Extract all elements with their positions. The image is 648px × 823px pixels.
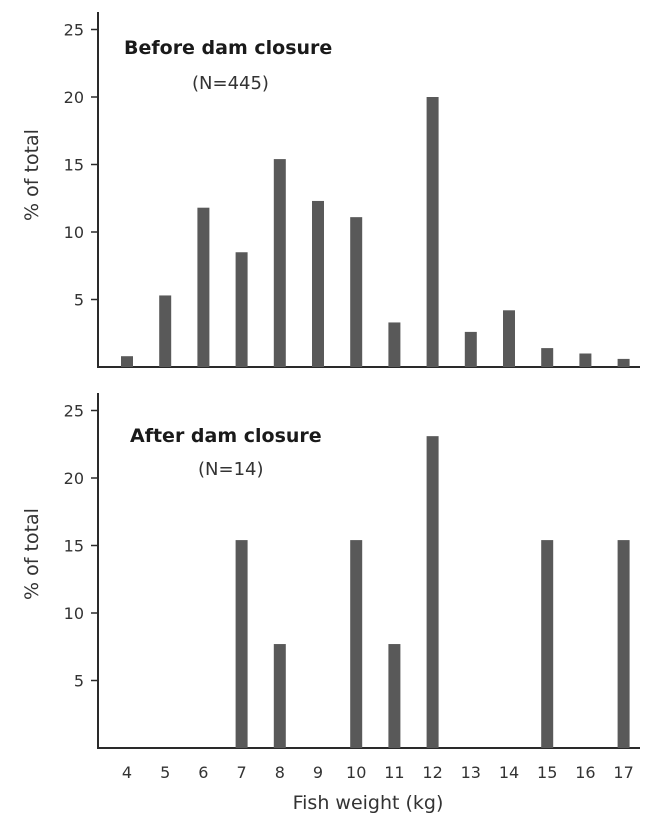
bar-11kg — [388, 644, 401, 748]
x-tick-label: 5 — [160, 763, 170, 782]
bar-17kg — [617, 358, 630, 367]
y-tick-label: 5 — [74, 291, 84, 310]
y-tick-label: 20 — [64, 469, 84, 488]
bar-10kg — [350, 217, 363, 367]
y-tick-label: 15 — [64, 156, 84, 175]
x-tick-label: 8 — [275, 763, 285, 782]
y-tick-label: 25 — [64, 402, 84, 421]
y-axis-title: % of total — [21, 129, 43, 221]
y-tick-label: 20 — [64, 88, 84, 107]
bar-10kg — [350, 540, 363, 748]
bar-8kg — [273, 644, 286, 748]
y-tick-label: 25 — [64, 21, 84, 40]
y-ticks: 5 10 15 20 25 — [64, 21, 98, 310]
bar-17kg — [617, 540, 630, 748]
bar-12kg — [426, 436, 439, 748]
x-tick-label: 9 — [313, 763, 323, 782]
x-tick-labels: 4 5 6 7 8 9 10 11 12 13 14 15 16 17 — [122, 763, 634, 782]
y-axis-title: % of total — [21, 508, 43, 600]
x-tick-label: 7 — [237, 763, 247, 782]
bar-13kg — [464, 331, 477, 367]
x-tick-label: 17 — [613, 763, 633, 782]
y-tick-label: 10 — [64, 604, 84, 623]
bar-16kg — [579, 353, 592, 367]
x-tick-label: 12 — [422, 763, 442, 782]
x-tick-label: 4 — [122, 763, 132, 782]
bar-7kg — [235, 252, 248, 367]
chart-title: After dam closure — [130, 425, 322, 447]
bar-5kg — [159, 295, 172, 367]
x-tick-label: 11 — [384, 763, 404, 782]
chart-sample-size: (N=14) — [198, 459, 264, 480]
bar-15kg — [541, 540, 554, 748]
bars — [235, 436, 630, 748]
chart-sample-size: (N=445) — [192, 73, 269, 94]
y-ticks: 5 10 15 20 25 — [64, 402, 98, 691]
x-tick-label: 14 — [499, 763, 519, 782]
x-tick-label: 16 — [575, 763, 595, 782]
x-tick-label: 13 — [461, 763, 481, 782]
bar-9kg — [312, 200, 324, 367]
bar-6kg — [197, 207, 210, 367]
bar-7kg — [235, 540, 248, 748]
chart-before-dam-closure: Before dam closure (N=445) % of total 5 1… — [21, 12, 640, 368]
x-tick-label: 10 — [346, 763, 366, 782]
x-axis-title: Fish weight (kg) — [293, 792, 444, 814]
bar-15kg — [541, 348, 554, 367]
bar-11kg — [388, 322, 401, 367]
bar-8kg — [273, 159, 286, 367]
x-tick-label: 15 — [537, 763, 557, 782]
bar-12kg — [426, 97, 439, 367]
y-tick-label: 5 — [74, 672, 84, 691]
chart-after-dam-closure: After dam closure (N=14) % of total 5 10 1… — [21, 393, 640, 814]
y-tick-label: 10 — [64, 223, 84, 242]
chart-title: Before dam closure — [124, 37, 332, 59]
bar-4kg — [121, 356, 133, 367]
bars — [121, 97, 630, 367]
x-tick-label: 6 — [198, 763, 208, 782]
y-tick-label: 15 — [64, 537, 84, 556]
bar-14kg — [503, 310, 515, 367]
